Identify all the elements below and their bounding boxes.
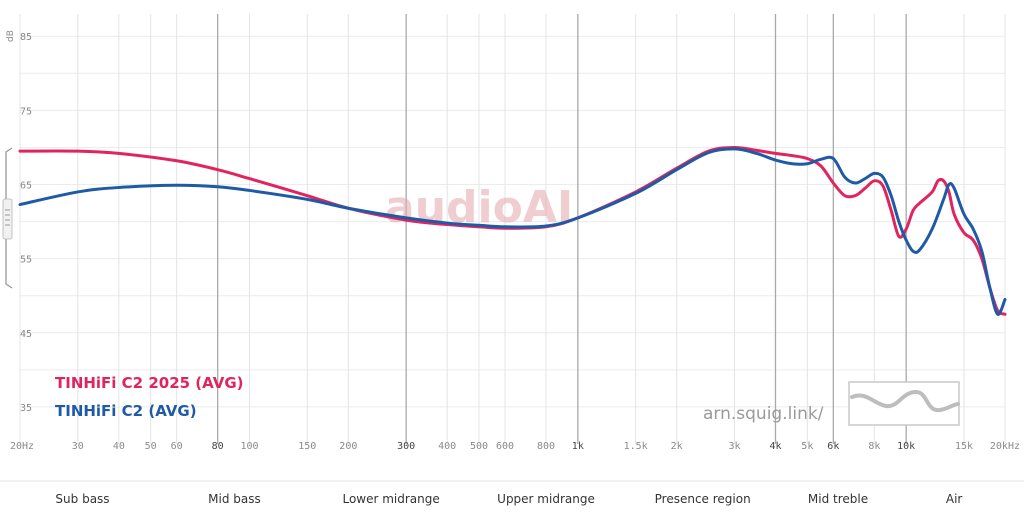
band-label: Presence region: [655, 492, 751, 506]
x-tick-label: 30: [72, 441, 84, 452]
x-tick-label: 400: [438, 441, 456, 452]
x-tick-label: 60: [171, 441, 183, 452]
y-tick-label: 45: [20, 329, 32, 340]
x-tick-label: 3k: [728, 441, 740, 452]
series-line-c2: [18, 147, 1007, 316]
x-tick-label: 6k: [827, 441, 839, 452]
x-tick-label: 50: [145, 441, 157, 452]
curves: [18, 145, 1007, 316]
x-tick-label: 20kHz: [990, 441, 1020, 452]
x-tick-label: 500: [470, 441, 488, 452]
x-tick-label: 40: [113, 441, 125, 452]
y-axis-ticks: 35 45 55 65 75 85: [20, 32, 32, 414]
x-tick-label: 150: [298, 441, 316, 452]
x-tick-label: 200: [339, 441, 357, 452]
x-tick-label: 1.5k: [624, 441, 648, 452]
squiglink-logo-icon: [848, 381, 960, 426]
x-tick-label: 8k: [868, 441, 880, 452]
band-label: Mid bass: [208, 492, 261, 506]
y-tick-label: 35: [20, 403, 32, 414]
legend-item-c2-2025[interactable]: TINHiFi C2 2025 (AVG): [55, 374, 244, 392]
x-tick-label: 20Hz: [10, 441, 34, 452]
x-tick-label: 2k: [671, 441, 683, 452]
x-tick-label: 10k: [897, 441, 915, 452]
x-tick-label: 5k: [801, 441, 813, 452]
site-url: arn.squig.link/: [703, 404, 824, 424]
x-tick-label: 4k: [769, 441, 781, 452]
x-tick-label: 800: [537, 441, 555, 452]
band-label: Sub bass: [55, 492, 109, 506]
y-tick-label: 75: [20, 106, 32, 117]
y-tick-label: 55: [20, 255, 32, 266]
scale-handle[interactable]: [2, 147, 13, 289]
y-tick-label: 65: [20, 181, 32, 192]
grid: [19, 14, 1006, 444]
legend-item-c2[interactable]: TINHiFi C2 (AVG): [55, 402, 197, 420]
x-tick-label: 300: [397, 441, 415, 452]
y-tick-label: 85: [20, 32, 32, 43]
x-tick-label: 100: [240, 441, 258, 452]
x-tick-label: 600: [496, 441, 514, 452]
x-tick-label: 80: [212, 441, 224, 452]
band-label: Lower midrange: [342, 492, 439, 506]
band-label: Mid treble: [808, 492, 868, 506]
frequency-bands: Sub bass Mid bass Lower midrange Upper midr…: [55, 492, 962, 506]
band-label: Air: [946, 492, 963, 506]
x-axis-ticks: 20Hz 30 40 50 60 80 100 150 200 300 400 500 600 800 1k…: [10, 441, 1020, 452]
band-label: Upper midrange: [497, 492, 595, 506]
x-tick-label: 15k: [955, 441, 973, 452]
y-axis-unit-label: dB: [6, 30, 16, 42]
x-tick-label: 1k: [572, 441, 584, 452]
